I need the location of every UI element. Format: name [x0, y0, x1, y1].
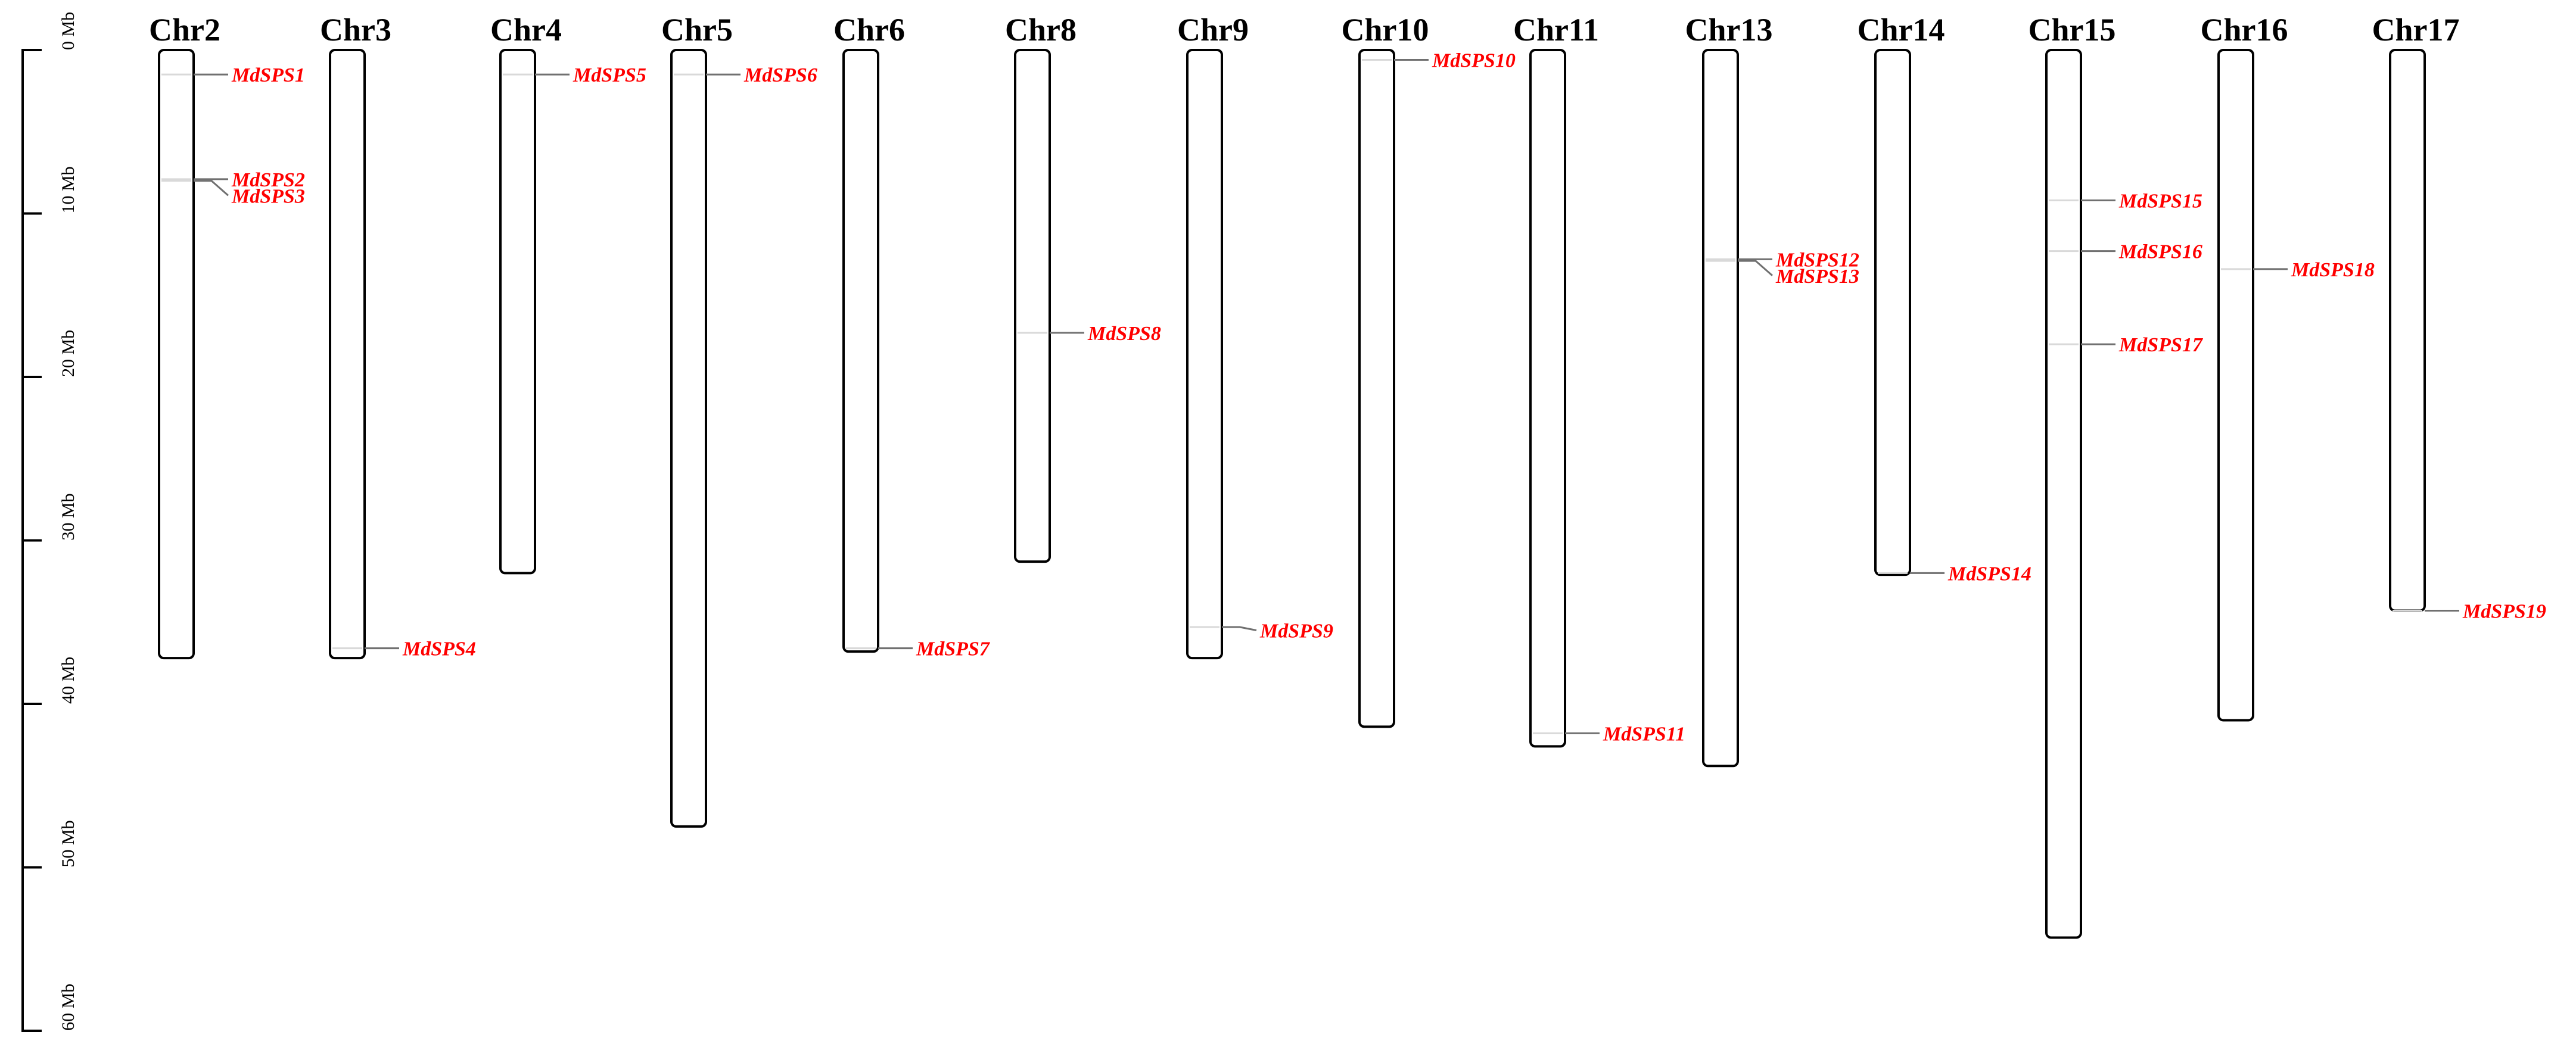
gene-label: MdSPS9	[1259, 620, 1333, 642]
gene-connector-line	[1222, 626, 1257, 631]
chromosome-chr14: Chr14 MdSPS14	[1858, 12, 2031, 585]
chromosome-chr16: Chr16 MdSPS18	[2201, 12, 2375, 722]
chromosome-bar	[1014, 49, 1051, 563]
gene-label: MdSPS17	[2118, 334, 2204, 356]
gene-label: MdSPS2	[231, 169, 305, 191]
chromosome-chr11: Chr11 MdSPS11	[1513, 12, 1685, 748]
chromosome-title: Chr10	[1342, 12, 1429, 48]
gene-label: MdSPS1	[231, 64, 305, 86]
chromosome-bar	[670, 49, 707, 828]
scale-tick-label: 40 Mb	[58, 657, 78, 704]
chromosome-title: Chr15	[2029, 12, 2116, 48]
gene-label: MdSPS10	[1432, 49, 1516, 71]
chromosome-title: Chr2	[149, 12, 220, 48]
chromosome-chr17: Chr17 MdSPS19	[2372, 12, 2546, 623]
chromosome-chr6: Chr6 MdSPS7	[833, 12, 991, 660]
gene-label: MdSPS12	[1775, 249, 1859, 271]
chromosome-bar	[1186, 49, 1223, 660]
gene-label: MdSPS6	[743, 64, 817, 86]
scale-tick-label: 0 Mb	[58, 12, 78, 50]
chromosome-chr15: Chr15 MdSPS15 MdSPS16 MdSPS17	[2029, 12, 2204, 939]
chromosome-chr4: Chr4 MdSPS5	[490, 12, 646, 575]
gene-label: MdSPS16	[2118, 241, 2202, 263]
chromosome-bar	[1874, 49, 1911, 576]
gene-label: MdSPS5	[573, 64, 646, 86]
scale-tick-label: 10 Mb	[58, 166, 78, 213]
chromosome-title: Chr6	[833, 12, 905, 48]
chromosome-bar	[842, 49, 879, 653]
scale-tick-label: 50 Mb	[58, 820, 78, 867]
chromosome-chr9: Chr9 MdSPS9	[1177, 12, 1333, 660]
gene-label: MdSPS19	[2462, 601, 2546, 623]
gene-label: MdSPS13	[1775, 266, 1859, 288]
chromosome-chr8: Chr8 MdSPS8	[1005, 12, 1161, 563]
chromosome-title: Chr9	[1177, 12, 1249, 48]
gene-label: MdSPS14	[1947, 563, 2031, 585]
chromosome-title: Chr8	[1005, 12, 1077, 48]
chromosome-bar	[2389, 49, 2426, 612]
chromosome-bar	[1529, 49, 1566, 748]
scale-tick-label: 30 Mb	[58, 493, 78, 540]
gene-connector-line	[1738, 260, 1773, 276]
chromosome-chr5: Chr5 MdSPS6	[661, 12, 817, 828]
gene-label: MdSPS4	[402, 638, 476, 660]
gene-label: MdSPS15	[2118, 191, 2202, 213]
chromosome-bar	[2217, 49, 2254, 722]
gene-label: MdSPS8	[1087, 323, 1161, 345]
chromosome-title: Chr14	[1858, 12, 1945, 48]
gene-label: MdSPS7	[916, 638, 991, 660]
chromosome-title: Chr3	[320, 12, 391, 48]
chromosome-title: Chr5	[661, 12, 733, 48]
chromosome-bar	[158, 49, 195, 660]
chromosome-title: Chr11	[1513, 12, 1599, 48]
scale-tick-label: 60 Mb	[58, 984, 78, 1031]
chromosome-bar	[2045, 49, 2082, 939]
scale-tick-label: 20 Mb	[58, 330, 78, 377]
chromosome-title: Chr13	[1685, 12, 1773, 48]
gene-label: MdSPS18	[2291, 259, 2375, 281]
chromosome-bar	[499, 49, 536, 575]
chromosome-bar	[1702, 49, 1739, 768]
gene-label: MdSPS11	[1603, 723, 1685, 745]
scale-bar: 0 Mb 10 Mb 20 Mb 30 Mb 40 Mb 50 Mb 60 Mb	[21, 12, 78, 1032]
chromosome-bar	[1358, 49, 1395, 728]
gene-connector-line	[194, 180, 229, 197]
chromosome-bar	[329, 49, 366, 660]
gene-label: MdSPS3	[231, 185, 305, 207]
chromosome-title: Chr4	[490, 12, 562, 48]
chromosome-title: Chr17	[2372, 12, 2460, 48]
chromosome-chr3: Chr3 MdSPS4	[320, 12, 476, 660]
chromosome-title: Chr16	[2201, 12, 2288, 48]
